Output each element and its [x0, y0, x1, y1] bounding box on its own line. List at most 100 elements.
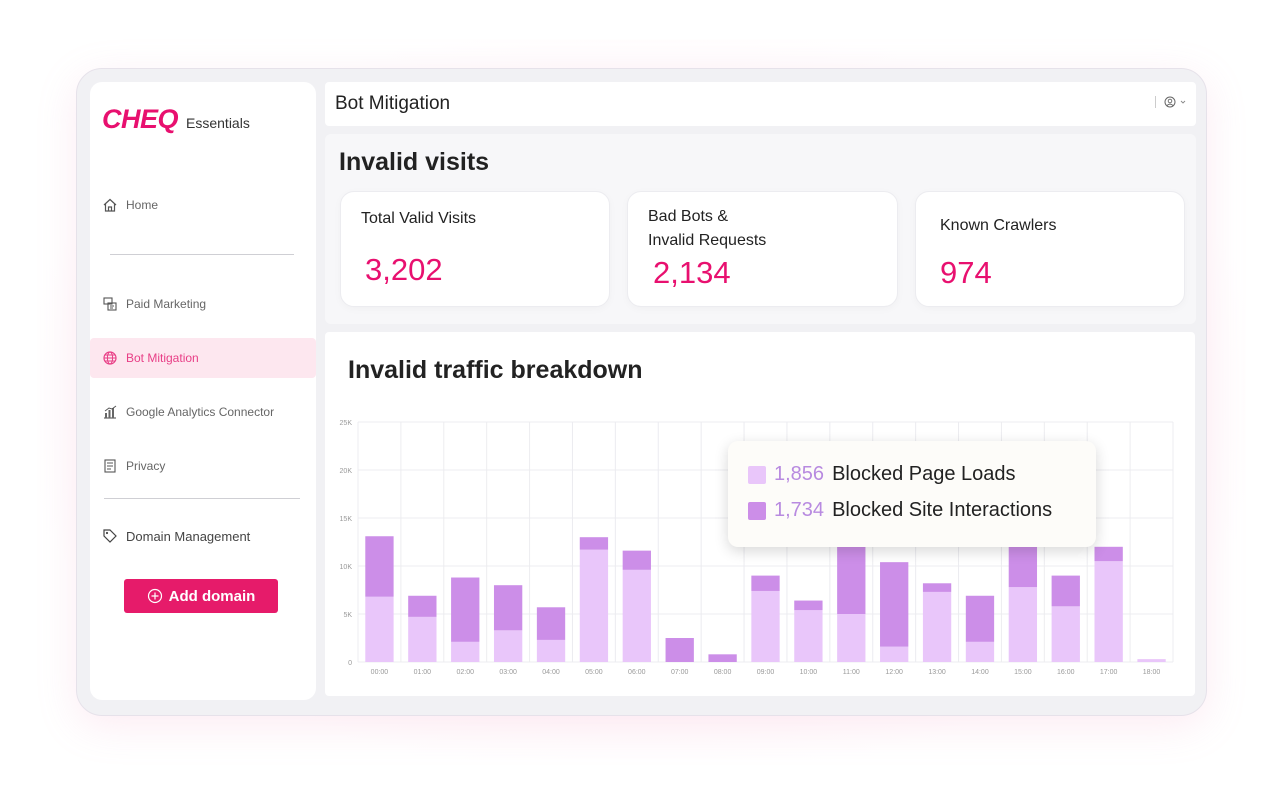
tooltip-row-page-loads: 1,856 Blocked Page Loads [748, 463, 1016, 486]
globe-icon [103, 351, 117, 365]
bar-page-loads [837, 614, 866, 662]
stat-card-label: Bad Bots & Invalid Requests [648, 208, 767, 249]
bar-page-loads [451, 641, 480, 662]
sidebar-item-label: Domain Management [126, 528, 251, 544]
x-tick-label: 02:00 [456, 669, 474, 676]
tooltip-label: Blocked Site Interactions [832, 499, 1053, 521]
tooltip-value: 1,856 [774, 463, 825, 485]
x-tick-label: 15:00 [1014, 669, 1032, 676]
x-tick-label: 11:00 [843, 669, 860, 676]
tag-icon [103, 529, 117, 543]
privacy-icon [104, 459, 116, 473]
bar-page-loads [965, 641, 995, 662]
bar-page-loads [579, 549, 609, 662]
bar-page-loads [751, 590, 780, 662]
x-tick-label: 10:00 [800, 669, 818, 676]
stat-card-valid-visits: Total Valid Visits 3,202 [340, 191, 610, 307]
bar-page-loads [794, 610, 823, 662]
plus-circle-icon [147, 588, 162, 604]
sidebar-divider [104, 498, 300, 499]
bar-page-loads [1137, 659, 1166, 662]
bar-site-interactions [451, 577, 480, 642]
sidebar-item-label: Home [126, 198, 159, 212]
chart-tooltip: 1,856 Blocked Page Loads 1,734 Blocked S… [728, 441, 1096, 547]
user-icon [1164, 96, 1176, 108]
stat-card-label: Known Crawlers [940, 217, 1057, 234]
bar-site-interactions [965, 595, 995, 642]
y-tick-label: 15K [340, 516, 353, 523]
x-tick-label: 07:00 [671, 669, 689, 676]
chevron-down-icon [1180, 100, 1186, 104]
bar-site-interactions [1094, 546, 1123, 562]
home-icon [103, 198, 117, 212]
bar-site-interactions [579, 537, 609, 550]
tooltip-value: 1,734 [774, 499, 825, 521]
bar-page-loads [365, 596, 394, 662]
y-tick-label: 25K [340, 420, 353, 427]
top-bar: Bot Mitigation [325, 82, 1196, 126]
traffic-breakdown-panel: Invalid traffic breakdown 0 5K 10K 15K 20K 25… [325, 332, 1195, 696]
traffic-breakdown-chart: 0 5K 10K 15K 20K 25K 00:00 01:00 02:00 03:00 04:00… [340, 420, 1174, 676]
bar-site-interactions [751, 575, 780, 591]
add-domain-label: Add domain [168, 587, 256, 605]
sidebar-item-privacy[interactable]: Privacy [90, 446, 316, 486]
y-tick-label: 20K [340, 468, 353, 475]
x-tick-label: 08:00 [714, 669, 732, 676]
logo-mark: CHEQ [102, 104, 179, 134]
sidebar-item-paid-marketing[interactable]: Paid Marketing [90, 284, 316, 324]
x-tick-label: 13:00 [928, 669, 946, 676]
x-tick-label: 04:00 [542, 669, 560, 676]
stat-card-known-crawlers: Known Crawlers 974 [915, 191, 1185, 307]
page-title: Bot Mitigation [335, 93, 451, 114]
logo-product: Essentials [186, 115, 250, 131]
sidebar-item-label: Privacy [126, 459, 166, 473]
bar-site-interactions [536, 607, 566, 640]
sidebar-item-label: Google Analytics Connector [126, 405, 275, 419]
tooltip-label: Blocked Page Loads [832, 463, 1016, 485]
sidebar-item-label: Paid Marketing [126, 297, 207, 311]
stat-card-bad-bots: Bad Bots & Invalid Requests 2,134 [627, 191, 898, 307]
y-tick-label: 5K [343, 612, 352, 619]
analytics-icon [104, 405, 117, 419]
logo: CHEQ Essentials [102, 104, 250, 135]
bar-site-interactions [365, 536, 394, 597]
bar-page-loads [1008, 587, 1038, 662]
bar-page-loads [880, 646, 909, 662]
invalid-visits-title: Invalid visits [339, 148, 490, 176]
y-tick-label: 10K [340, 564, 353, 571]
x-tick-label: 16:00 [1057, 669, 1075, 676]
bar-page-loads [1094, 561, 1123, 662]
breakdown-title: Invalid traffic breakdown [348, 356, 643, 384]
sidebar-item-bot-mitigation[interactable]: Bot Mitigation [90, 338, 316, 378]
bar-site-interactions [408, 595, 437, 617]
x-tick-label: 09:00 [757, 669, 775, 676]
stat-card-value: 3,202 [365, 252, 443, 287]
sidebar: CHEQ Essentials Home Paid Marketing Bot … [90, 82, 316, 700]
paid-marketing-icon [103, 297, 117, 311]
bar-page-loads [408, 616, 437, 662]
x-tick-label: 00:00 [371, 669, 389, 676]
sidebar-divider [110, 254, 294, 255]
bar-page-loads [622, 569, 651, 662]
legend-swatch [748, 501, 766, 520]
bar-page-loads [922, 591, 952, 662]
x-tick-label: 12:00 [885, 669, 903, 676]
tooltip-row-site-interactions: 1,734 Blocked Site Interactions [748, 499, 1052, 522]
y-tick-label: 0 [348, 660, 352, 667]
sidebar-item-domain-management[interactable]: Domain Management [90, 516, 316, 556]
bar-site-interactions [493, 585, 523, 631]
x-tick-label: 17:00 [1100, 669, 1118, 676]
sidebar-item-home[interactable]: Home [90, 185, 316, 225]
x-tick-label: 05:00 [585, 669, 603, 676]
add-domain-button[interactable]: Add domain [124, 579, 278, 613]
stat-card-label: Total Valid Visits [361, 210, 477, 227]
sidebar-item-label: Bot Mitigation [126, 351, 199, 365]
bar-page-loads [1051, 606, 1080, 662]
x-tick-label: 14:00 [971, 669, 989, 676]
bar-site-interactions [922, 583, 952, 592]
sidebar-item-google-analytics[interactable]: Google Analytics Connector [90, 392, 316, 432]
account-menu[interactable] [1155, 96, 1186, 108]
bar-site-interactions [1051, 575, 1080, 607]
x-tick-label: 01:00 [414, 669, 432, 676]
bar-site-interactions [880, 562, 909, 647]
